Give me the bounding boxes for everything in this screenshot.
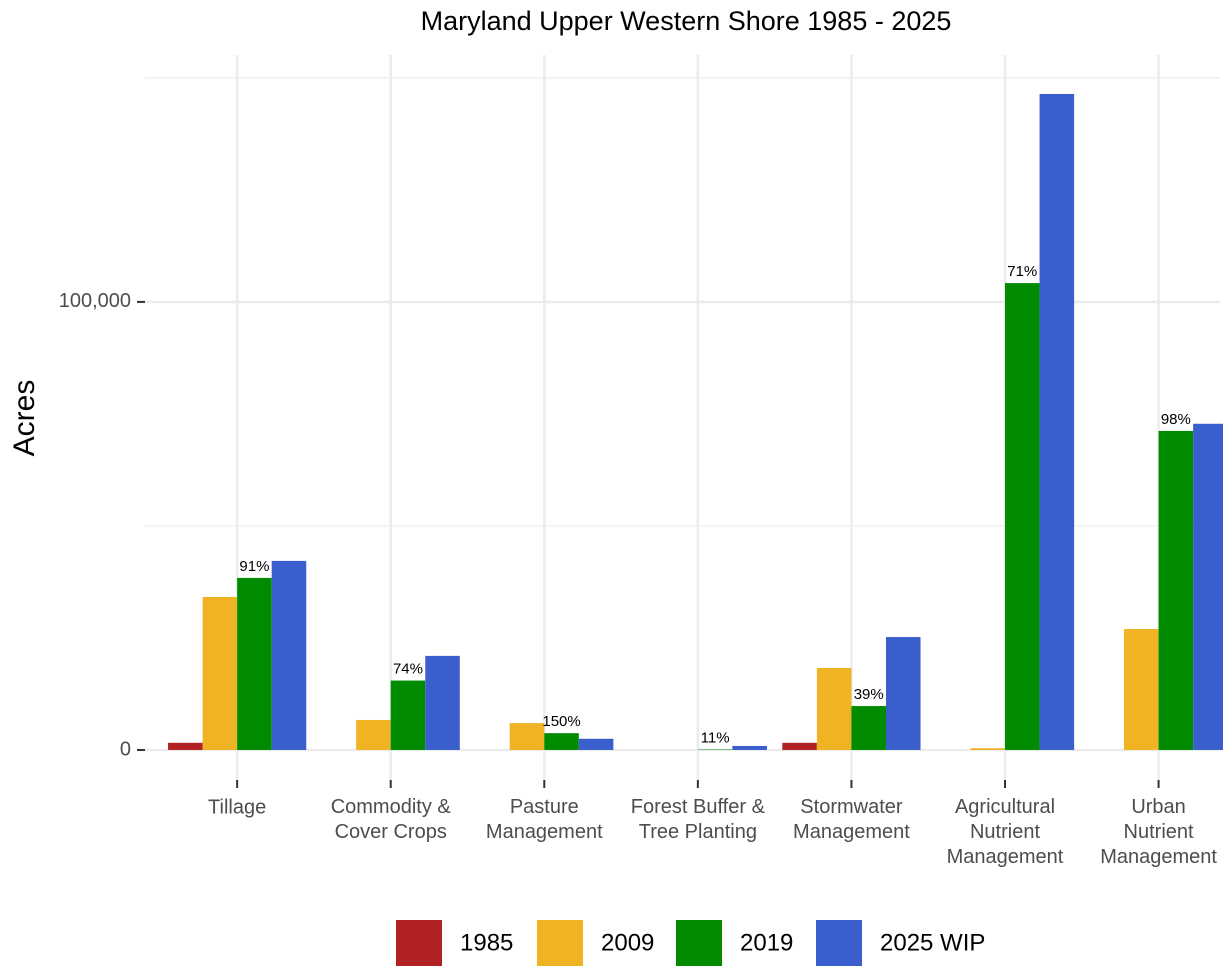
- bar: [1124, 628, 1159, 750]
- bar: [816, 667, 852, 750]
- y-axis-title: Acres: [8, 380, 41, 457]
- bar-annotation: 71%: [1007, 263, 1037, 280]
- legend-label: 2025 WIP: [880, 929, 985, 956]
- legend-label: 1985: [460, 929, 513, 956]
- bar: [168, 742, 203, 750]
- bar: [237, 577, 272, 750]
- bar: [509, 723, 545, 750]
- legend-swatch: [396, 920, 442, 966]
- bar: [885, 637, 921, 750]
- bar-annotation: 91%: [239, 558, 269, 575]
- bar: [390, 680, 426, 750]
- bar: [851, 706, 886, 750]
- bar: [970, 748, 1005, 750]
- chart-title: Maryland Upper Western Shore 1985 - 2025: [421, 6, 952, 36]
- bar: [356, 719, 391, 750]
- bar-annotation: 74%: [393, 660, 423, 677]
- legend-label: 2009: [601, 929, 654, 956]
- y-tick-label: 100,000: [59, 290, 131, 312]
- bar-annotation: 39%: [854, 686, 884, 703]
- bar: [544, 733, 579, 750]
- bar: [425, 655, 460, 750]
- x-tick-label: Agricultural Nutrient Management: [947, 796, 1064, 868]
- bar: [1005, 283, 1040, 750]
- bar: [1193, 423, 1223, 750]
- legend-label: 2019: [740, 929, 793, 956]
- x-tick-label: Commodity & Cover Crops: [331, 796, 452, 843]
- bar-annotation: 11%: [701, 729, 730, 746]
- bar: [271, 560, 307, 750]
- x-tick-label: Urban Nutrient Management: [1100, 796, 1217, 868]
- bar-annotation: 98%: [1161, 411, 1191, 428]
- x-tick-label: Stormwater Management: [793, 796, 910, 843]
- bar: [732, 745, 767, 750]
- y-tick-label: 0: [120, 738, 131, 760]
- bar-annotation: 150%: [542, 713, 580, 730]
- bar: [578, 738, 614, 750]
- bar: [1039, 93, 1075, 750]
- x-tick-label: Forest Buffer & Tree Planting: [631, 796, 766, 843]
- legend-swatch: [676, 920, 722, 966]
- bar: [782, 742, 817, 750]
- x-tick-label: Pasture Management: [486, 796, 603, 843]
- bar: [202, 596, 238, 750]
- legend-swatch: [537, 920, 583, 966]
- x-tick-label: Tillage: [208, 796, 266, 818]
- bar: [1158, 430, 1194, 750]
- legend-swatch: [816, 920, 862, 966]
